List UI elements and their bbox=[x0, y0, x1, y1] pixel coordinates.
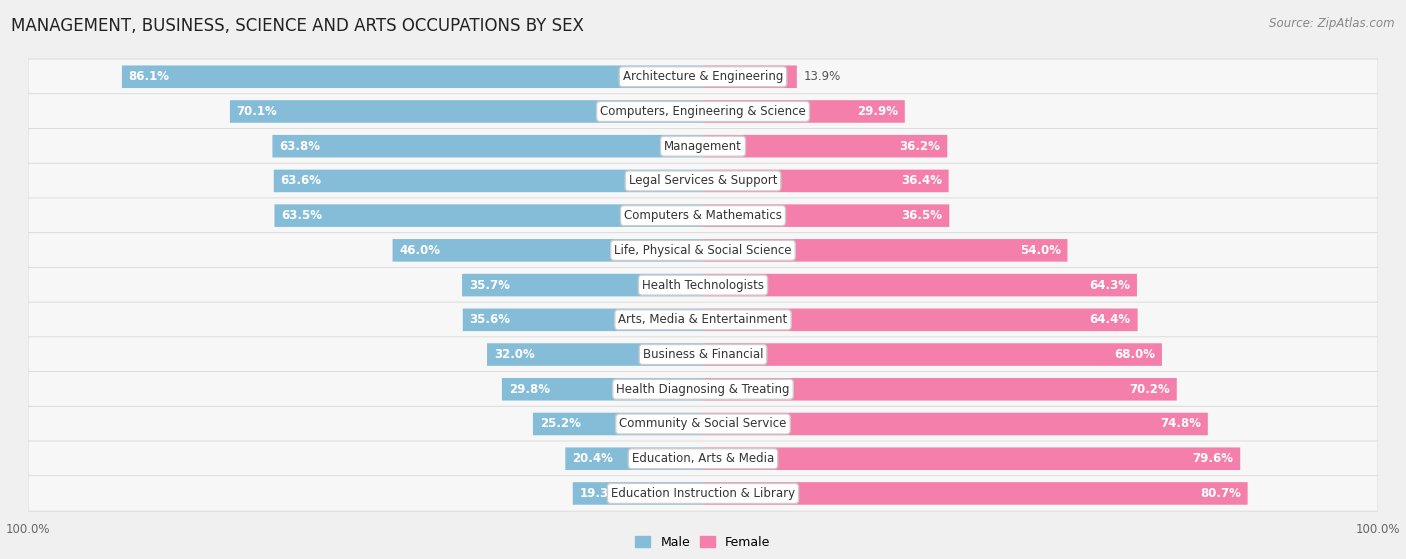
FancyBboxPatch shape bbox=[28, 129, 1378, 164]
FancyBboxPatch shape bbox=[28, 59, 1378, 94]
Text: Community & Social Service: Community & Social Service bbox=[619, 418, 787, 430]
Text: 25.2%: 25.2% bbox=[540, 418, 581, 430]
FancyBboxPatch shape bbox=[28, 94, 1378, 129]
Text: 35.7%: 35.7% bbox=[468, 278, 510, 292]
Text: 13.9%: 13.9% bbox=[804, 70, 841, 83]
Text: 80.7%: 80.7% bbox=[1199, 487, 1241, 500]
FancyBboxPatch shape bbox=[502, 378, 703, 401]
FancyBboxPatch shape bbox=[703, 482, 1247, 505]
Text: 20.4%: 20.4% bbox=[572, 452, 613, 465]
FancyBboxPatch shape bbox=[463, 274, 703, 296]
Text: 86.1%: 86.1% bbox=[129, 70, 170, 83]
Text: Legal Services & Support: Legal Services & Support bbox=[628, 174, 778, 187]
FancyBboxPatch shape bbox=[703, 239, 1067, 262]
Text: Arts, Media & Entertainment: Arts, Media & Entertainment bbox=[619, 313, 787, 326]
Text: 64.4%: 64.4% bbox=[1090, 313, 1130, 326]
FancyBboxPatch shape bbox=[703, 447, 1240, 470]
Text: 29.8%: 29.8% bbox=[509, 383, 550, 396]
Text: 63.6%: 63.6% bbox=[281, 174, 322, 187]
FancyBboxPatch shape bbox=[703, 378, 1177, 401]
Text: 19.3%: 19.3% bbox=[579, 487, 620, 500]
FancyBboxPatch shape bbox=[703, 65, 797, 88]
Text: Health Diagnosing & Treating: Health Diagnosing & Treating bbox=[616, 383, 790, 396]
FancyBboxPatch shape bbox=[28, 337, 1378, 372]
FancyBboxPatch shape bbox=[486, 343, 703, 366]
FancyBboxPatch shape bbox=[392, 239, 703, 262]
FancyBboxPatch shape bbox=[703, 135, 948, 158]
FancyBboxPatch shape bbox=[703, 309, 1137, 331]
FancyBboxPatch shape bbox=[274, 169, 703, 192]
Text: Business & Financial: Business & Financial bbox=[643, 348, 763, 361]
Text: 63.5%: 63.5% bbox=[281, 209, 322, 222]
FancyBboxPatch shape bbox=[28, 163, 1378, 198]
Text: 46.0%: 46.0% bbox=[399, 244, 440, 257]
Text: 29.9%: 29.9% bbox=[858, 105, 898, 118]
FancyBboxPatch shape bbox=[274, 205, 703, 227]
FancyBboxPatch shape bbox=[231, 100, 703, 123]
FancyBboxPatch shape bbox=[28, 441, 1378, 476]
Text: Computers & Mathematics: Computers & Mathematics bbox=[624, 209, 782, 222]
FancyBboxPatch shape bbox=[28, 302, 1378, 338]
FancyBboxPatch shape bbox=[703, 274, 1137, 296]
Text: 35.6%: 35.6% bbox=[470, 313, 510, 326]
Text: Education Instruction & Library: Education Instruction & Library bbox=[612, 487, 794, 500]
Text: Health Technologists: Health Technologists bbox=[643, 278, 763, 292]
FancyBboxPatch shape bbox=[703, 413, 1208, 435]
FancyBboxPatch shape bbox=[572, 482, 703, 505]
FancyBboxPatch shape bbox=[28, 406, 1378, 442]
Text: Computers, Engineering & Science: Computers, Engineering & Science bbox=[600, 105, 806, 118]
FancyBboxPatch shape bbox=[28, 233, 1378, 268]
Legend: Male, Female: Male, Female bbox=[630, 531, 776, 554]
Text: Management: Management bbox=[664, 140, 742, 153]
FancyBboxPatch shape bbox=[703, 169, 949, 192]
Text: Source: ZipAtlas.com: Source: ZipAtlas.com bbox=[1270, 17, 1395, 30]
Text: Life, Physical & Social Science: Life, Physical & Social Science bbox=[614, 244, 792, 257]
FancyBboxPatch shape bbox=[28, 267, 1378, 303]
FancyBboxPatch shape bbox=[565, 447, 703, 470]
FancyBboxPatch shape bbox=[273, 135, 703, 158]
Text: 36.4%: 36.4% bbox=[901, 174, 942, 187]
FancyBboxPatch shape bbox=[703, 343, 1161, 366]
FancyBboxPatch shape bbox=[28, 198, 1378, 233]
FancyBboxPatch shape bbox=[533, 413, 703, 435]
Text: 36.2%: 36.2% bbox=[900, 140, 941, 153]
Text: 32.0%: 32.0% bbox=[494, 348, 534, 361]
Text: 70.1%: 70.1% bbox=[236, 105, 277, 118]
Text: 79.6%: 79.6% bbox=[1192, 452, 1233, 465]
Text: 74.8%: 74.8% bbox=[1160, 418, 1201, 430]
FancyBboxPatch shape bbox=[122, 65, 703, 88]
Text: 36.5%: 36.5% bbox=[901, 209, 942, 222]
Text: Education, Arts & Media: Education, Arts & Media bbox=[631, 452, 775, 465]
FancyBboxPatch shape bbox=[703, 100, 905, 123]
Text: Architecture & Engineering: Architecture & Engineering bbox=[623, 70, 783, 83]
Text: 70.2%: 70.2% bbox=[1129, 383, 1170, 396]
FancyBboxPatch shape bbox=[703, 205, 949, 227]
FancyBboxPatch shape bbox=[463, 309, 703, 331]
Text: 64.3%: 64.3% bbox=[1090, 278, 1130, 292]
Text: 63.8%: 63.8% bbox=[280, 140, 321, 153]
Text: MANAGEMENT, BUSINESS, SCIENCE AND ARTS OCCUPATIONS BY SEX: MANAGEMENT, BUSINESS, SCIENCE AND ARTS O… bbox=[11, 17, 583, 35]
FancyBboxPatch shape bbox=[28, 476, 1378, 511]
FancyBboxPatch shape bbox=[28, 372, 1378, 407]
Text: 54.0%: 54.0% bbox=[1019, 244, 1060, 257]
Text: 68.0%: 68.0% bbox=[1114, 348, 1156, 361]
